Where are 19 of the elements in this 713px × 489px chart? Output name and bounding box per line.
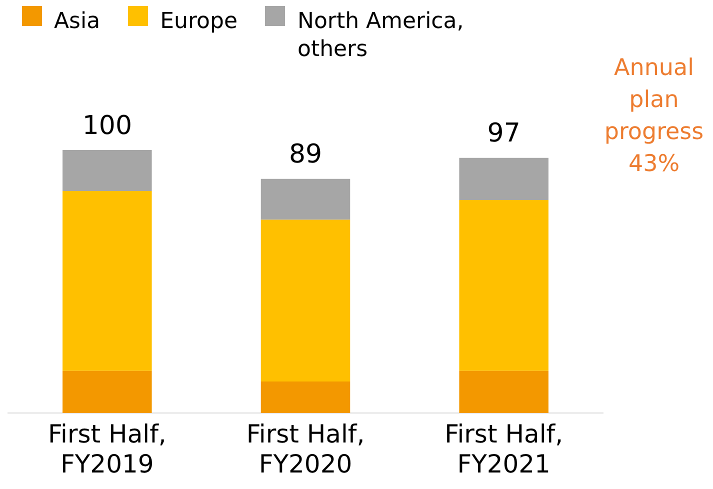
legend-label: Asia xyxy=(54,8,100,36)
total-label: 97 xyxy=(487,118,520,149)
bar xyxy=(459,200,548,371)
x-tick-label: First Half, FY2021 xyxy=(444,420,564,478)
legend-label: Europe xyxy=(160,8,238,36)
text: Annual plan progress 43% xyxy=(603,54,705,179)
bar xyxy=(260,220,350,382)
bar xyxy=(62,370,152,413)
x-tick-label: First Half, FY2019 xyxy=(48,420,166,478)
total-label: 89 xyxy=(288,140,322,170)
legend-label: North America, others xyxy=(297,8,465,64)
bar xyxy=(62,150,152,192)
bar xyxy=(459,158,548,200)
bar xyxy=(260,178,350,220)
x-tick-label: First Half, FY2020 xyxy=(246,420,365,478)
bar xyxy=(62,191,152,371)
total-label: 100 xyxy=(82,110,132,141)
bar xyxy=(260,381,350,413)
bar xyxy=(459,370,548,413)
